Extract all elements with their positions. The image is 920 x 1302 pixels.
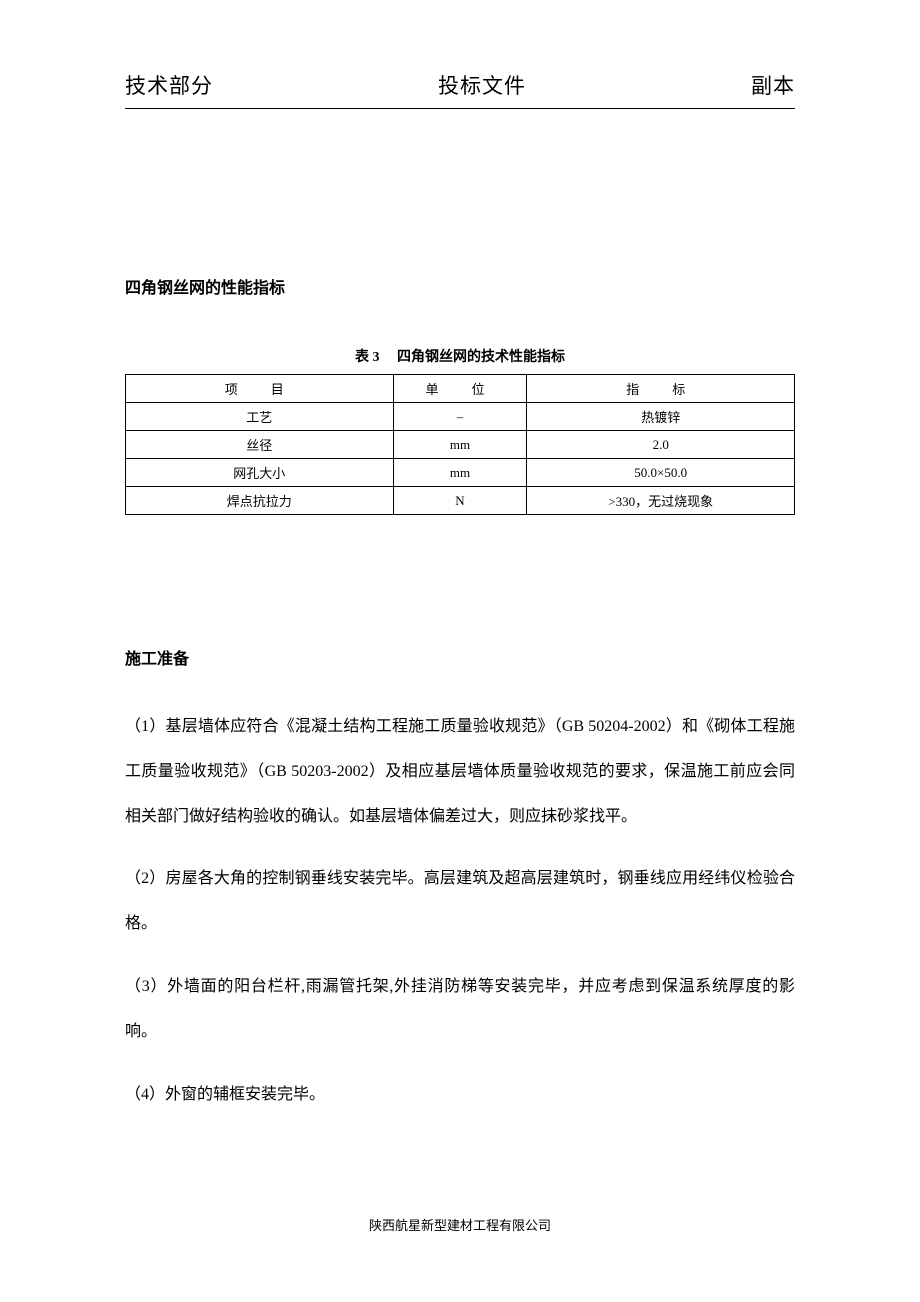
table-header-row: 项 目 单 位 指 标 <box>126 375 795 403</box>
table-caption: 表 3 四角钢丝网的技术性能指标 <box>125 346 795 366</box>
table-row: 工艺 – 热镀锌 <box>126 403 795 431</box>
section1-heading: 四角钢丝网的性能指标 <box>125 274 795 298</box>
table-cell: mm <box>393 459 527 487</box>
table-cell: 热镀锌 <box>527 403 795 431</box>
page-container: 技术部分 投标文件 副本 四角钢丝网的性能指标 表 3 四角钢丝网的技术性能指标… <box>0 0 920 1117</box>
paragraph-2: （2）房屋各大角的控制钢垂线安装完毕。高层建筑及超高层建筑时，钢垂线应用经纬仪检… <box>125 857 795 947</box>
table-cell: 焊点抗拉力 <box>126 487 394 515</box>
header-center: 投标文件 <box>438 70 526 100</box>
table-cell: N <box>393 487 527 515</box>
paragraph-1: （1）基层墙体应符合《混凝土结构工程施工质量验收规范》（GB 50204-200… <box>125 705 795 839</box>
table-header-cell: 单 位 <box>393 375 527 403</box>
table-cell: 50.0×50.0 <box>527 459 795 487</box>
table-cell: 网孔大小 <box>126 459 394 487</box>
page-header: 技术部分 投标文件 副本 <box>125 70 795 109</box>
table-cell: mm <box>393 431 527 459</box>
page-footer: 陕西航星新型建材工程有限公司 <box>0 1215 920 1234</box>
spec-table: 项 目 单 位 指 标 工艺 – 热镀锌 丝径 mm 2.0 网孔大小 mm 5… <box>125 374 795 515</box>
table-row: 丝径 mm 2.0 <box>126 431 795 459</box>
table-row: 焊点抗拉力 N >330，无过烧现象 <box>126 487 795 515</box>
paragraph-4: （4）外窗的辅框安装完毕。 <box>125 1073 795 1118</box>
header-right: 副本 <box>751 70 795 100</box>
table-row: 网孔大小 mm 50.0×50.0 <box>126 459 795 487</box>
table-header-cell: 指 标 <box>527 375 795 403</box>
section2-heading: 施工准备 <box>125 645 795 669</box>
table-header-cell: 项 目 <box>126 375 394 403</box>
table-cell: 丝径 <box>126 431 394 459</box>
table-cell: – <box>393 403 527 431</box>
table-cell: 2.0 <box>527 431 795 459</box>
header-left: 技术部分 <box>125 70 213 100</box>
paragraph-3: （3）外墙面的阳台栏杆,雨漏管托架,外挂消防梯等安装完毕，并应考虑到保温系统厚度… <box>125 965 795 1055</box>
table-cell: >330，无过烧现象 <box>527 487 795 515</box>
table-cell: 工艺 <box>126 403 394 431</box>
